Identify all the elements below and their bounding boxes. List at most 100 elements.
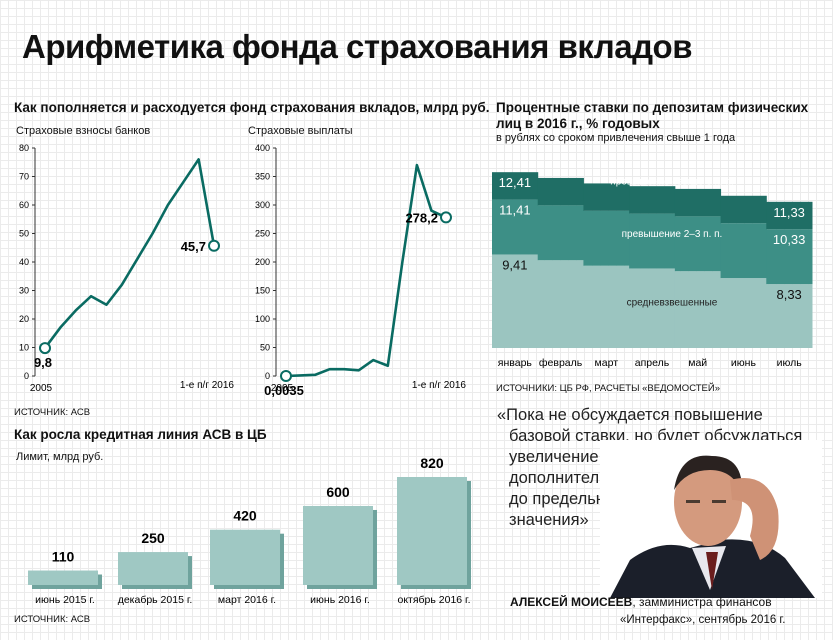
rate-area-segment bbox=[720, 195, 767, 224]
month-label: апрель bbox=[635, 357, 670, 369]
series-label: средневзвешенные bbox=[627, 297, 718, 308]
fund-in-chart-title: Страховые взносы банков bbox=[16, 125, 151, 137]
author-photo bbox=[600, 440, 822, 598]
series-line bbox=[43, 158, 216, 349]
rate-area-segment bbox=[720, 223, 767, 279]
quote-line: «Пока не обсуждается повышение bbox=[497, 406, 763, 424]
y-tick-label: 200 bbox=[255, 257, 270, 267]
fund-out-chart-title: Страховые выплаты bbox=[248, 125, 353, 137]
rate-area-segment bbox=[583, 183, 630, 211]
data-label: 45,7 bbox=[181, 239, 206, 254]
y-tick-label: 400 bbox=[255, 143, 270, 153]
bar-category-label: март 2016 г. bbox=[218, 594, 276, 606]
rates-subtitle: в рублях со сроком привлечения свыше 1 г… bbox=[496, 132, 736, 144]
rates-title-line2: лиц в 2016 г., % годовых bbox=[496, 116, 660, 131]
series-label: превышение свыше 3 п. п. bbox=[610, 177, 733, 188]
rate-area-segment bbox=[629, 213, 676, 269]
data-label: 278,2 bbox=[405, 210, 438, 225]
bar-category-label: июнь 2015 г. bbox=[35, 594, 95, 606]
y-tick-label: 10 bbox=[19, 343, 29, 353]
quote-line: до предельного bbox=[509, 490, 629, 508]
month-label: февраль bbox=[539, 357, 583, 369]
bar-value-label: 820 bbox=[420, 455, 444, 471]
value-label: 11,33 bbox=[773, 205, 805, 220]
value-label: 12,41 bbox=[499, 175, 532, 190]
bar-category-label: декабрь 2015 г. bbox=[118, 594, 193, 606]
month-label: июнь bbox=[731, 357, 757, 369]
value-label: 9,41 bbox=[502, 257, 527, 272]
y-tick-label: 150 bbox=[255, 286, 270, 296]
y-tick-label: 300 bbox=[255, 200, 270, 210]
x-tick-label: 2005 bbox=[271, 383, 294, 394]
bar-value-label: 250 bbox=[141, 530, 165, 546]
bar bbox=[28, 570, 98, 585]
credit-chart: 110 июнь 2015 г. 250 декабрь 2015 г. 420 март… bbox=[28, 455, 471, 606]
rates-title-line1: Процентные ставки по депозитам физически… bbox=[496, 100, 809, 115]
data-point-marker bbox=[39, 342, 51, 355]
data-point-marker bbox=[440, 211, 452, 224]
bar-category-label: октябрь 2016 г. bbox=[397, 594, 470, 606]
rate-area-segment bbox=[674, 216, 722, 272]
month-label: январь bbox=[498, 357, 533, 369]
fund-source: ИСТОЧНИК: АСВ bbox=[14, 407, 91, 418]
author-role: , замминистра финансов bbox=[632, 595, 772, 609]
rate-area-segment bbox=[583, 210, 630, 266]
credit-section-title: Как росла кредитная линия АСВ в ЦБ bbox=[14, 427, 267, 442]
value-label: 8,33 bbox=[776, 287, 801, 302]
rates-source: ИСТОЧНИКИ: ЦБ РФ, РАСЧЕТЫ «ВЕДОМОСТЕЙ» bbox=[496, 383, 720, 394]
y-tick-label: 30 bbox=[19, 286, 29, 296]
page-title: Арифметика фонда страхования вкладов bbox=[22, 28, 693, 65]
rate-area-segment bbox=[720, 278, 767, 348]
bar bbox=[118, 552, 188, 585]
y-tick-label: 80 bbox=[19, 143, 29, 153]
y-tick-label: 20 bbox=[19, 314, 29, 324]
rate-area-segment bbox=[537, 260, 584, 348]
credit-ylabel: Лимит, млрд руб. bbox=[16, 451, 104, 463]
series-line bbox=[285, 163, 447, 378]
bar bbox=[303, 505, 373, 585]
rate-area-segment bbox=[583, 265, 630, 348]
quote-attribution: «Интерфакс», сентябрь 2016 г. bbox=[620, 614, 786, 626]
data-label: 9,8 bbox=[34, 355, 52, 370]
bar bbox=[210, 529, 280, 585]
quote-line: значения» bbox=[509, 511, 589, 529]
rate-area-segment bbox=[492, 172, 539, 200]
bar-value-label: 110 bbox=[52, 549, 75, 565]
rate-area-segment bbox=[629, 268, 676, 348]
rate-area-segment bbox=[492, 254, 539, 348]
rate-area-segment bbox=[766, 229, 813, 285]
value-label: 11,41 bbox=[499, 203, 531, 218]
y-tick-label: 100 bbox=[255, 314, 270, 324]
rate-area-segment bbox=[766, 284, 813, 348]
y-tick-label: 70 bbox=[19, 172, 29, 182]
y-tick-label: 50 bbox=[260, 343, 270, 353]
credit-source: ИСТОЧНИК: АСВ bbox=[14, 614, 91, 625]
y-tick-label: 0 bbox=[24, 371, 29, 381]
author-name: АЛЕКСЕЙ МОИСЕЕВ bbox=[510, 595, 633, 609]
bar-value-label: 420 bbox=[233, 508, 257, 524]
bar-category-label: июнь 2016 г. bbox=[310, 594, 370, 606]
y-tick-label: 50 bbox=[19, 229, 29, 239]
y-tick-label: 60 bbox=[19, 200, 29, 210]
rate-area-segment bbox=[537, 177, 584, 206]
fund-section-title: Как пополняется и расходуется фонд страх… bbox=[14, 100, 490, 115]
series-label: превышение 2–3 п. п. bbox=[622, 229, 723, 240]
x-tick-label: 1-е п/г 2016 bbox=[180, 380, 235, 391]
rates-chart: январь февраль март апрель май июнь июль превыш… bbox=[492, 172, 813, 369]
x-tick-label: 2005 bbox=[30, 383, 53, 394]
fund-out-chart: 0 50 100 150 200 250 300 350 400 0,0035 278,2 2005 1… bbox=[255, 143, 466, 398]
y-tick-label: 0 bbox=[265, 371, 270, 381]
bar-value-label: 600 bbox=[326, 484, 350, 500]
rate-area-segment bbox=[537, 205, 584, 261]
fund-in-chart: 0 10 20 30 40 50 60 70 80 9,8 45,7 2005 1-е п/г 2016 bbox=[19, 143, 235, 394]
data-point-marker bbox=[280, 369, 292, 382]
y-tick-label: 250 bbox=[255, 229, 270, 239]
y-tick-label: 350 bbox=[255, 172, 270, 182]
month-label: май bbox=[688, 357, 707, 369]
y-tick-label: 40 bbox=[19, 257, 29, 267]
rate-area-segment bbox=[492, 199, 539, 255]
rate-area-segment bbox=[674, 188, 722, 217]
value-label: 10,33 bbox=[773, 232, 806, 247]
data-point-marker bbox=[208, 239, 220, 252]
data-label: 0,0035 bbox=[264, 383, 304, 398]
